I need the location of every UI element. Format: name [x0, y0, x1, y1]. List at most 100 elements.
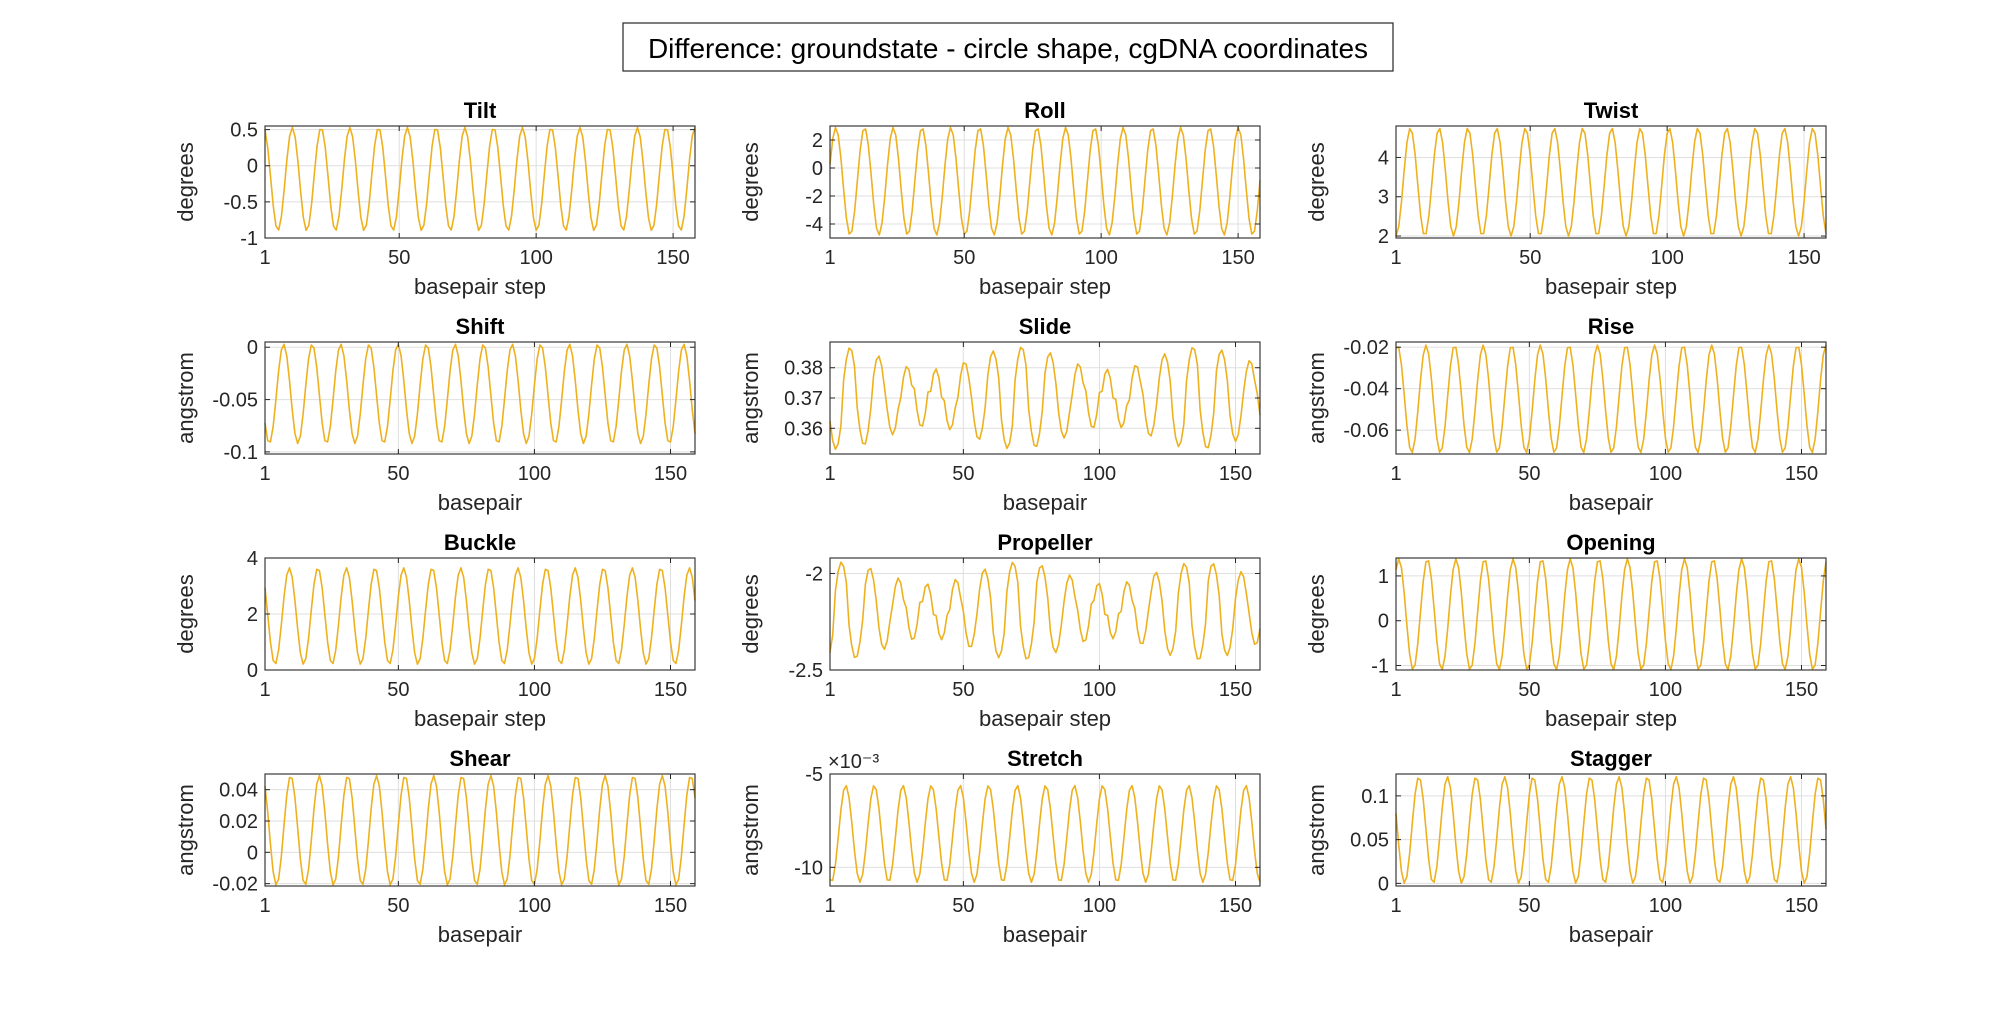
- shift-xtick-label: 50: [387, 463, 409, 485]
- propeller-xlabel: basepair step: [979, 706, 1111, 731]
- buckle-ylabel: degrees: [173, 574, 198, 654]
- shift-xlabel: basepair: [438, 490, 522, 515]
- tilt-ytick-label: 0: [247, 156, 258, 178]
- subplot-rise: 1 50 100 150-0.06-0.04-0.02Risebasepairangs…: [1304, 314, 1827, 515]
- twist-xtick-label: 100: [1650, 247, 1683, 269]
- rise-ylabel: angstrom: [1304, 352, 1329, 444]
- roll-ytick-label: 2: [812, 130, 823, 152]
- stretch-xtick-label: 50: [952, 895, 974, 917]
- buckle-xtick-label: 150: [654, 679, 687, 701]
- propeller-series-line: [829, 561, 1261, 660]
- stagger-ytick-label: 0: [1378, 873, 1389, 895]
- stretch-xtick-label: 100: [1083, 895, 1116, 917]
- subplot-slide: 1 50 100 1500.360.370.38Slidebasepairangstr…: [738, 314, 1261, 515]
- shear-xlabel: basepair: [438, 922, 522, 947]
- tilt-xtick-label: 150: [656, 247, 689, 269]
- shift-ytick-label: 0: [247, 337, 258, 359]
- slide-xtick-label: 1: [824, 463, 835, 485]
- buckle-title: Buckle: [444, 530, 516, 555]
- shift-axes-frame: [264, 341, 696, 455]
- stagger-axes-frame: [1395, 773, 1827, 887]
- rise-ytick-label: -0.06: [1343, 420, 1389, 442]
- roll-ytick-label: -2: [805, 186, 823, 208]
- tilt-xtick-label: 50: [388, 247, 410, 269]
- stretch-exponent-label: ×10⁻³: [828, 751, 879, 773]
- stagger-title: Stagger: [1570, 746, 1652, 771]
- propeller-axes-frame: [829, 557, 1261, 671]
- stretch-ylabel: angstrom: [738, 784, 763, 876]
- shear-ytick-label: 0: [247, 842, 258, 864]
- stretch-series-line: [829, 784, 1261, 884]
- slide-ytick-label: 0.37: [784, 388, 823, 410]
- twist-ytick-label: 3: [1378, 187, 1389, 209]
- opening-xtick-label: 1: [1390, 679, 1401, 701]
- stagger-ylabel: angstrom: [1304, 784, 1329, 876]
- buckle-xtick-label: 1: [259, 679, 270, 701]
- roll-series-line: [829, 126, 1261, 236]
- roll-xlabel: basepair step: [979, 274, 1111, 299]
- stagger-xtick-label: 100: [1649, 895, 1682, 917]
- opening-series-line: [1395, 558, 1827, 671]
- tilt-xtick-label: 100: [519, 247, 552, 269]
- propeller-ylabel: degrees: [738, 574, 763, 654]
- tilt-ytick-label: -1: [240, 228, 258, 250]
- tilt-title: Tilt: [464, 98, 497, 123]
- tilt-axes-frame: [264, 125, 696, 239]
- stretch-xtick-label: 1: [824, 895, 835, 917]
- propeller-xtick-label: 100: [1083, 679, 1116, 701]
- twist-xtick-label: 150: [1787, 247, 1820, 269]
- stretch-ytick-label: -10: [794, 857, 823, 879]
- shear-xtick-label: 100: [518, 895, 551, 917]
- propeller-ytick-label: -2: [805, 563, 823, 585]
- shear-title: Shear: [449, 746, 511, 771]
- roll-ytick-label: -4: [805, 214, 823, 236]
- rise-ytick-label: -0.04: [1343, 379, 1389, 401]
- tilt-axes-background: [265, 126, 695, 238]
- shift-xtick-label: 1: [259, 463, 270, 485]
- shear-ytick-label: 0.02: [219, 811, 258, 833]
- stagger-xtick-label: 50: [1518, 895, 1540, 917]
- opening-ytick-label: -1: [1371, 656, 1389, 678]
- shift-xtick-label: 150: [654, 463, 687, 485]
- figure-title-box: Difference: groundstate - circle shape, …: [622, 22, 1394, 72]
- shear-axes-frame: [264, 773, 696, 887]
- stagger-xtick-label: 150: [1785, 895, 1818, 917]
- slide-series-line: [829, 346, 1261, 451]
- stagger-series-line: [1395, 775, 1827, 884]
- slide-xtick-label: 150: [1219, 463, 1252, 485]
- shear-ytick-label: 0.04: [219, 780, 258, 802]
- tilt-xtick-label: 1: [259, 247, 270, 269]
- buckle-xtick-label: 100: [518, 679, 551, 701]
- slide-title: Slide: [1019, 314, 1072, 339]
- stagger-ytick-label: 0.1: [1361, 786, 1389, 808]
- stagger-xtick-label: 1: [1390, 895, 1401, 917]
- roll-ylabel: degrees: [738, 142, 763, 222]
- slide-ytick-label: 0.36: [784, 418, 823, 440]
- slide-xtick-label: 100: [1083, 463, 1116, 485]
- shear-ytick-label: -0.02: [212, 874, 258, 896]
- twist-series-line: [1395, 127, 1827, 237]
- twist-title: Twist: [1584, 98, 1639, 123]
- opening-title: Opening: [1566, 530, 1655, 555]
- buckle-xlabel: basepair step: [414, 706, 546, 731]
- stretch-axes-frame: [829, 773, 1261, 887]
- propeller-ytick-label: -2.5: [789, 660, 823, 682]
- stagger-ytick-label: 0.05: [1350, 830, 1389, 852]
- opening-xlabel: basepair step: [1545, 706, 1677, 731]
- tilt-ylabel: degrees: [173, 142, 198, 222]
- shift-title: Shift: [456, 314, 506, 339]
- twist-xlabel: basepair step: [1545, 274, 1677, 299]
- stretch-xtick-label: 150: [1219, 895, 1252, 917]
- slide-xtick-label: 50: [952, 463, 974, 485]
- rise-axes-frame: [1395, 341, 1827, 455]
- opening-ytick-label: 0: [1378, 611, 1389, 633]
- roll-ytick-label: 0: [812, 158, 823, 180]
- rise-axes-background: [1396, 342, 1826, 454]
- shift-ylabel: angstrom: [173, 352, 198, 444]
- propeller-xtick-label: 150: [1219, 679, 1252, 701]
